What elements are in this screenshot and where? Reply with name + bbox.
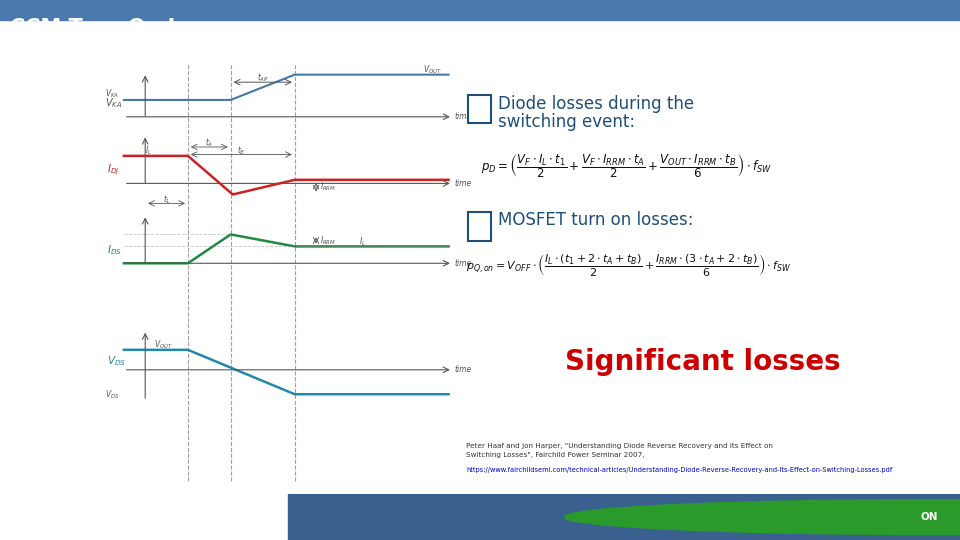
Text: $p_{Q,on} = V_{OFF} \cdot \left(\dfrac{I_L \cdot (t_1 + 2 \cdot t_A + t_B)}{2} +: $p_{Q,on} = V_{OFF} \cdot \left(\dfrac{I…	[466, 252, 791, 278]
Text: $I_L$: $I_L$	[359, 235, 366, 248]
Text: $t_1$: $t_1$	[162, 193, 171, 206]
Text: time: time	[455, 366, 472, 374]
Text: MOSFET turn on losses:: MOSFET turn on losses:	[498, 211, 693, 229]
Bar	[0, 0, 960, 20]
Text: $I_{RRM}$: $I_{RRM}$	[321, 234, 337, 247]
Text: $t_A$: $t_A$	[205, 136, 213, 149]
Text: $t_B$: $t_B$	[237, 144, 246, 157]
FancyBboxPatch shape	[468, 94, 491, 124]
Text: Significant losses: Significant losses	[565, 348, 841, 376]
Text: $I_{Dj}$: $I_{Dj}$	[107, 163, 119, 177]
Text: ON: ON	[921, 512, 938, 522]
Text: $V_{DS}$: $V_{DS}$	[107, 354, 126, 368]
Text: https://www.fairchildsemi.com/technical-articles/Understanding-Diode-Reverse-Rec: https://www.fairchildsemi.com/technical-…	[466, 468, 892, 474]
Text: Diode losses during the: Diode losses during the	[498, 94, 694, 113]
Bar	[288, 494, 960, 540]
Text: $p_D = \left(\dfrac{V_F \cdot I_L \cdot t_1}{2} + \dfrac{V_F \cdot I_{RRM} \cdot: $p_D = \left(\dfrac{V_F \cdot I_L \cdot …	[481, 152, 772, 180]
Text: time: time	[455, 179, 472, 188]
Text: $V_{OUT}$: $V_{OUT}$	[154, 338, 173, 350]
Text: time: time	[455, 112, 472, 122]
Text: CCM Turn On Losses: CCM Turn On Losses	[10, 18, 247, 38]
Text: $t_{AP}$: $t_{AP}$	[256, 71, 269, 84]
Text: $I_L$: $I_L$	[145, 145, 152, 157]
Text: $V_{DS}$: $V_{DS}$	[105, 389, 119, 401]
Text: time: time	[455, 259, 472, 268]
Text: $V_{KA}$: $V_{KA}$	[105, 97, 122, 110]
Text: $V_{KA}$: $V_{KA}$	[105, 87, 119, 100]
Text: 28: 28	[12, 513, 24, 523]
Text: $I_{DS}$: $I_{DS}$	[107, 243, 122, 257]
Text: Peter Haaf and Jon Harper, "Understanding Diode Reverse Recovery and its Effect : Peter Haaf and Jon Harper, "Understandin…	[466, 443, 773, 457]
Circle shape	[564, 500, 960, 535]
Text: ON Semiconductor®: ON Semiconductor®	[821, 514, 915, 523]
Text: $V_{OUT}$: $V_{OUT}$	[422, 63, 442, 76]
FancyBboxPatch shape	[468, 212, 491, 241]
Text: $I_{RRM}$: $I_{RRM}$	[321, 181, 337, 193]
Text: switching event:: switching event:	[498, 113, 636, 131]
